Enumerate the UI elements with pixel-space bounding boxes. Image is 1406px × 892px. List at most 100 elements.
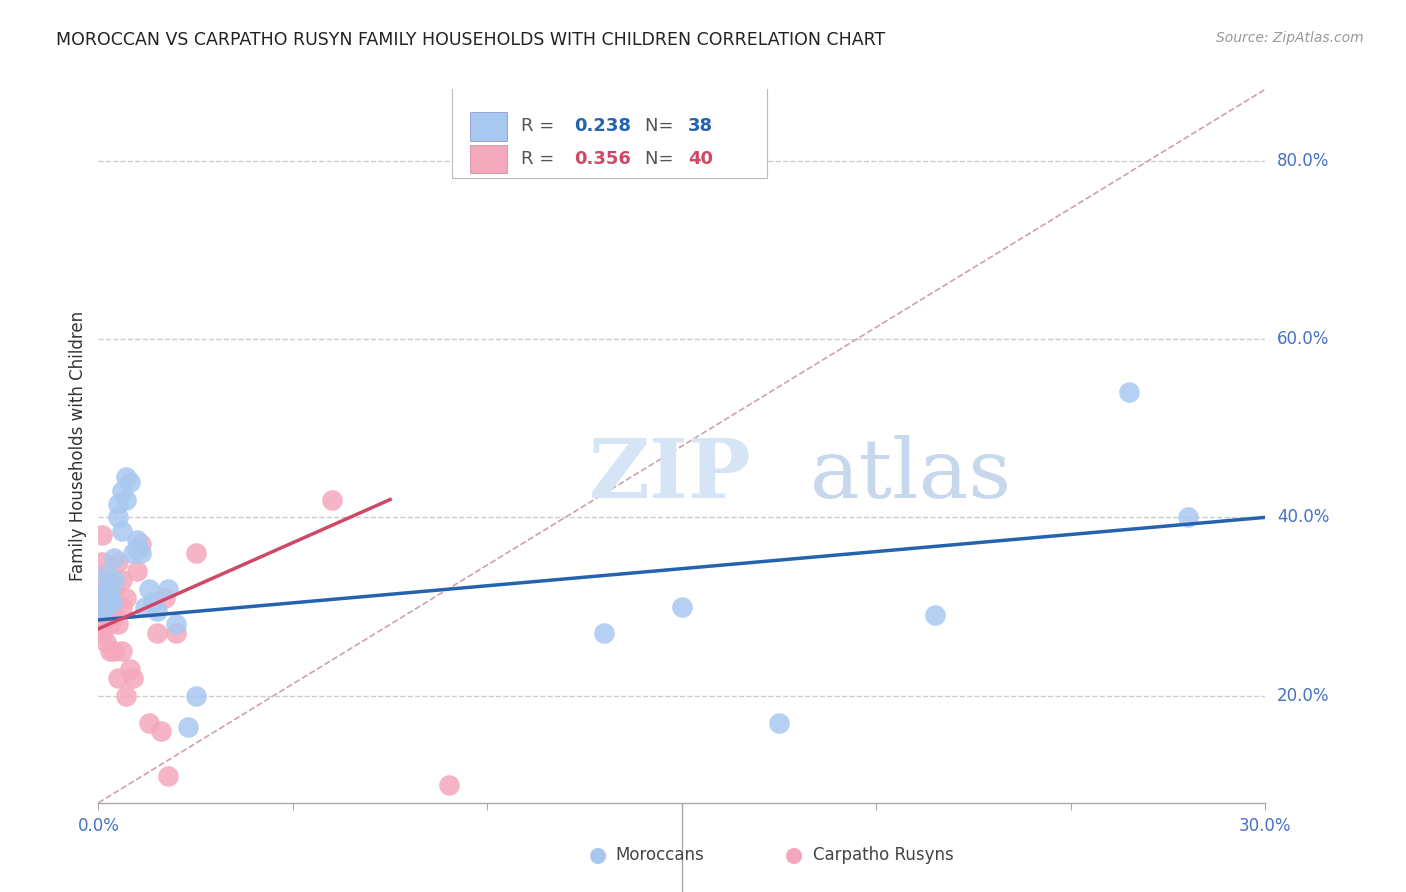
- Point: [118, 475, 141, 489]
- Point: [111, 524, 134, 538]
- Text: N=: N=: [644, 118, 679, 136]
- Point: [91, 626, 114, 640]
- Point: [146, 626, 169, 640]
- Point: [98, 644, 121, 658]
- Point: [98, 591, 121, 605]
- Point: [98, 591, 121, 605]
- Point: [157, 769, 180, 783]
- Point: [96, 635, 118, 649]
- Point: [114, 591, 136, 605]
- Text: ZIP: ZIP: [589, 434, 751, 515]
- Point: [127, 533, 149, 547]
- Point: [96, 591, 118, 605]
- Point: [118, 662, 141, 676]
- Point: [157, 582, 180, 596]
- Point: [96, 568, 118, 582]
- Text: 40.0%: 40.0%: [1277, 508, 1330, 526]
- Point: [111, 644, 134, 658]
- Text: 0.356: 0.356: [575, 150, 631, 168]
- Point: [184, 546, 207, 560]
- Point: [129, 537, 152, 551]
- Point: [142, 595, 165, 609]
- Point: [127, 541, 149, 556]
- Point: [103, 582, 125, 596]
- Point: [96, 599, 118, 614]
- Point: [103, 550, 125, 565]
- Point: [91, 586, 114, 600]
- Point: [103, 573, 125, 587]
- Point: [165, 626, 187, 640]
- Point: [924, 608, 946, 623]
- Point: [96, 608, 118, 623]
- Y-axis label: Family Households with Children: Family Households with Children: [69, 311, 87, 581]
- Point: [111, 483, 134, 498]
- Point: [184, 689, 207, 703]
- FancyBboxPatch shape: [451, 86, 768, 178]
- Point: [103, 608, 125, 623]
- Point: [98, 582, 121, 596]
- Point: [101, 595, 124, 609]
- Point: [96, 573, 118, 587]
- Point: [671, 599, 693, 614]
- Text: 40: 40: [688, 150, 713, 168]
- Point: [98, 599, 121, 614]
- Point: [107, 555, 129, 569]
- Point: [165, 617, 187, 632]
- Point: [321, 492, 343, 507]
- Text: ●: ●: [786, 845, 803, 864]
- Point: [103, 644, 125, 658]
- Point: [177, 720, 200, 734]
- Point: [129, 546, 152, 560]
- Point: [153, 591, 176, 605]
- Point: [149, 724, 172, 739]
- Point: [107, 510, 129, 524]
- Point: [96, 582, 118, 596]
- Text: Moroccans: Moroccans: [616, 846, 704, 863]
- Point: [593, 626, 616, 640]
- Text: Source: ZipAtlas.com: Source: ZipAtlas.com: [1216, 31, 1364, 45]
- Point: [107, 497, 129, 511]
- Point: [111, 599, 134, 614]
- Point: [122, 671, 145, 685]
- Point: [91, 528, 114, 542]
- Point: [98, 617, 121, 632]
- Point: [91, 617, 114, 632]
- Bar: [470, 145, 506, 173]
- Text: 80.0%: 80.0%: [1277, 152, 1330, 169]
- Point: [1177, 510, 1199, 524]
- Bar: [470, 112, 506, 141]
- Point: [107, 617, 129, 632]
- Point: [107, 671, 129, 685]
- Point: [138, 715, 160, 730]
- Text: ●: ●: [589, 845, 606, 864]
- Point: [114, 492, 136, 507]
- Point: [91, 555, 114, 569]
- Point: [768, 715, 790, 730]
- Text: MOROCCAN VS CARPATHO RUSYN FAMILY HOUSEHOLDS WITH CHILDREN CORRELATION CHART: MOROCCAN VS CARPATHO RUSYN FAMILY HOUSEH…: [56, 31, 886, 49]
- Point: [91, 599, 114, 614]
- Text: R =: R =: [520, 150, 560, 168]
- Text: 0.238: 0.238: [575, 118, 631, 136]
- Text: Carpatho Rusyns: Carpatho Rusyns: [813, 846, 953, 863]
- Point: [122, 546, 145, 560]
- Text: R =: R =: [520, 118, 560, 136]
- Point: [138, 582, 160, 596]
- Point: [114, 470, 136, 484]
- Point: [437, 778, 460, 792]
- Point: [134, 599, 156, 614]
- Point: [91, 591, 114, 605]
- Text: 60.0%: 60.0%: [1277, 330, 1330, 348]
- Point: [91, 599, 114, 614]
- Text: 20.0%: 20.0%: [1277, 687, 1330, 705]
- Point: [91, 604, 114, 618]
- Point: [93, 595, 115, 609]
- Point: [127, 564, 149, 578]
- Text: N=: N=: [644, 150, 679, 168]
- Point: [96, 599, 118, 614]
- Point: [96, 591, 118, 605]
- Text: atlas: atlas: [810, 434, 1012, 515]
- Point: [146, 604, 169, 618]
- Point: [111, 573, 134, 587]
- Point: [114, 689, 136, 703]
- Point: [91, 608, 114, 623]
